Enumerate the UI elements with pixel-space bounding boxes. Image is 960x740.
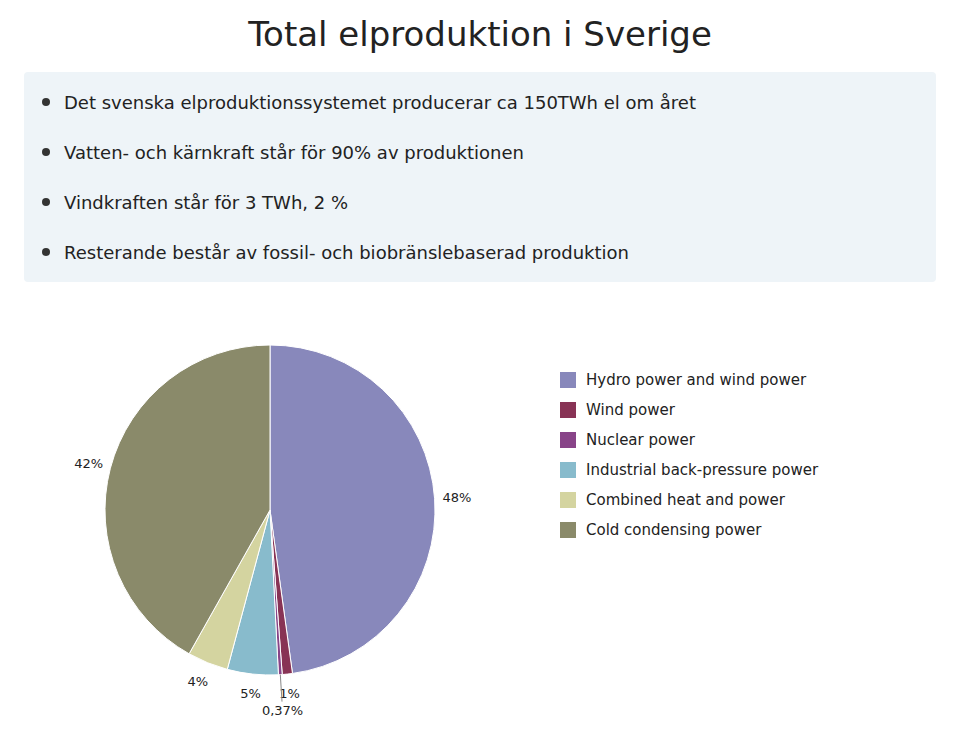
legend-label: Cold condensing power — [586, 521, 762, 539]
bullet — [42, 98, 50, 106]
legend-swatch — [560, 492, 576, 508]
leader-line — [280, 675, 282, 702]
legend-label: Combined heat and power — [586, 491, 786, 509]
legend-label: Nuclear power — [586, 431, 696, 449]
legend-item: Hydro power and wind power — [560, 371, 807, 389]
legend-swatch — [560, 402, 576, 418]
legend-item: Combined heat and power — [560, 491, 786, 509]
bullet — [42, 148, 50, 156]
annotation: Resterande består av fossil- och biobrän… — [64, 242, 629, 263]
annotation: Det svenska elproduktionssystemet produc… — [64, 92, 696, 113]
chart: Total elproduktion i Sverige Det svenska … — [0, 0, 960, 740]
legend-label: Wind power — [586, 401, 676, 419]
annotation-box — [24, 72, 936, 282]
pie — [105, 345, 435, 675]
legend-swatch — [560, 432, 576, 448]
legend: Hydro power and wind power Wind power Nucl… — [560, 371, 819, 539]
legend-swatch — [560, 462, 576, 478]
bullet — [42, 248, 50, 256]
legend-item: Cold condensing power — [560, 521, 762, 539]
title: Total elproduktion i Sverige — [247, 14, 712, 54]
data-label: 0,37% — [262, 703, 303, 718]
slice — [270, 345, 435, 673]
legend-item: Industrial back-pressure power — [560, 461, 819, 479]
legend-item: Wind power — [560, 401, 676, 419]
slice — [105, 345, 270, 654]
bullet — [42, 198, 50, 206]
legend-label: Hydro power and wind power — [586, 371, 807, 389]
legend-label: Industrial back-pressure power — [586, 461, 819, 479]
data-label: 4% — [188, 674, 209, 689]
data-label: 48% — [443, 490, 472, 505]
legend-swatch — [560, 372, 576, 388]
legend-swatch — [560, 522, 576, 538]
data-label: 5% — [240, 686, 261, 701]
data-labels: 48%1%0,37%5%4%42% — [74, 456, 471, 718]
legend-item: Nuclear power — [560, 431, 696, 449]
annotation: Vindkraften står för 3 TWh, 2 % — [64, 192, 348, 213]
annotation: Vatten- och kärnkraft står för 90% av pr… — [64, 142, 524, 163]
data-label: 42% — [74, 456, 103, 471]
